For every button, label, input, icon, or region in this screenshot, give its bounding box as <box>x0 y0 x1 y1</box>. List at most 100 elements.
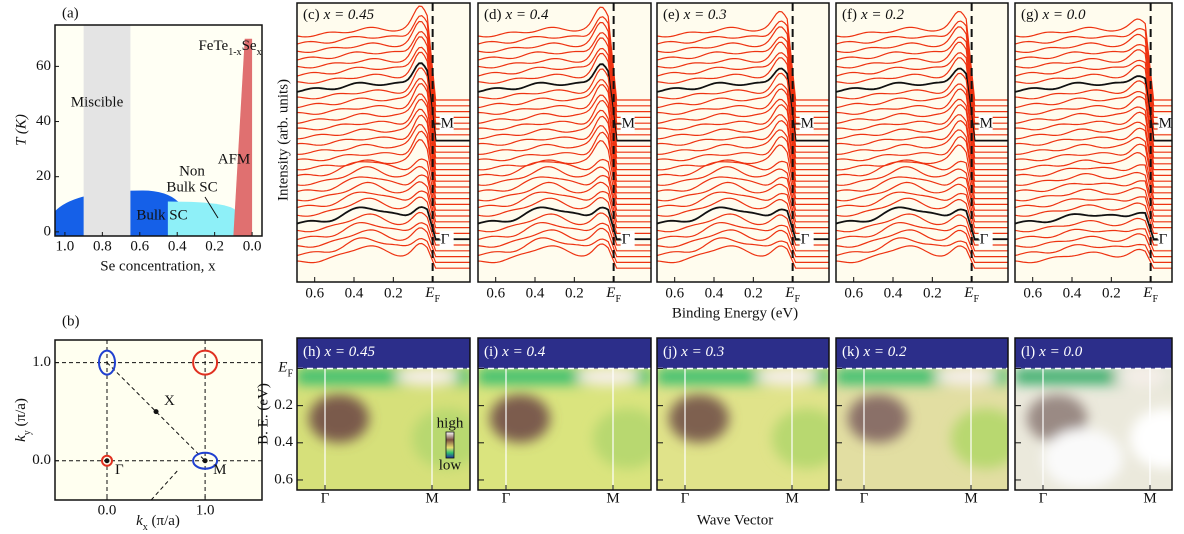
fermi-label: EF <box>424 285 440 304</box>
edc-curve <box>836 237 1008 263</box>
edc-curve <box>836 213 1008 246</box>
x-tick-label: 0.4 <box>1063 285 1082 301</box>
composition: x = 0.3 <box>680 344 724 360</box>
intensity-map <box>657 338 829 490</box>
marker-label: M <box>441 115 454 131</box>
x-tick-label: 0.2 <box>923 285 942 301</box>
x-tick-label: 0.4 <box>168 238 187 254</box>
edc-curve <box>297 30 470 118</box>
fermi-label-part: E <box>277 360 287 376</box>
x-tick-label: 0.2 <box>1102 285 1121 301</box>
edc-curve <box>297 130 470 194</box>
edc-curve <box>836 41 1008 124</box>
composition: x = 0.45 <box>323 7 375 23</box>
edc-curve <box>478 227 651 258</box>
zone-boundary <box>106 362 206 462</box>
edc-curve <box>1015 196 1172 229</box>
y-axis-label: ky (π/a) <box>13 398 32 442</box>
edc-curve <box>1015 111 1172 171</box>
map-blob <box>1130 408 1172 469</box>
edc-curve <box>1015 248 1172 269</box>
edc-curve <box>297 242 470 269</box>
plot-background <box>55 340 262 500</box>
panel-label: (i) x = 0.4 <box>484 344 546 360</box>
fermi-pocket <box>100 454 113 467</box>
x-tick-label: Γ <box>321 490 330 506</box>
edc-curve <box>478 243 651 269</box>
edc-curve <box>297 98 470 171</box>
x-tick-label: 0.2 <box>565 285 584 301</box>
edc-curve <box>1015 49 1172 124</box>
point-label: Γ <box>115 462 124 478</box>
edc-curve <box>297 174 470 217</box>
phase-region <box>233 38 253 236</box>
x-tick-label: M <box>964 490 977 506</box>
point-label: M <box>213 462 226 478</box>
edc-curve <box>657 206 829 241</box>
edc-curve <box>297 62 470 142</box>
map-features <box>836 367 1008 469</box>
edc-curve <box>836 206 1008 241</box>
edc-curve <box>478 181 651 223</box>
edc-curve <box>657 98 829 165</box>
panel-label: (g) x = 0.0 <box>1021 7 1086 23</box>
map-blob <box>1113 367 1172 386</box>
edc-curve <box>478 115 651 182</box>
fermi-label-part: F <box>434 294 440 305</box>
edc-curve <box>836 26 1008 113</box>
frame <box>835 337 1009 491</box>
colorbar <box>445 431 455 459</box>
y-tick-label: 0 <box>44 223 52 239</box>
y-axis-label: B. E. (eV) <box>255 383 271 445</box>
edc-curve <box>1015 143 1172 194</box>
map-features <box>1015 367 1172 489</box>
y-tick-label: 1.0 <box>32 354 51 370</box>
edc-curve <box>657 144 829 200</box>
panel-letter: (i) <box>484 344 498 360</box>
panel-label: (d) x = 0.4 <box>484 7 549 23</box>
edc-curve <box>297 46 470 130</box>
formula-part: x <box>257 47 262 58</box>
edc-curve <box>1015 164 1172 205</box>
edc-curve <box>297 78 470 153</box>
edc-curve <box>836 166 1008 211</box>
edc-curve <box>478 206 651 241</box>
frame <box>477 337 652 491</box>
edc-curve <box>1015 243 1172 263</box>
edc-curve <box>297 211 470 246</box>
edc-curve <box>478 37 651 124</box>
frame <box>54 339 263 501</box>
x-tick-label: 0.4 <box>526 285 545 301</box>
map-blob <box>395 367 459 386</box>
frame <box>835 2 1009 283</box>
edc-curves <box>478 6 651 269</box>
edc-curve <box>478 212 651 246</box>
y-tick-label: 40 <box>36 113 51 129</box>
panel-letter: (j) <box>663 344 677 360</box>
marker-bg <box>978 231 993 249</box>
marker-label: Γ <box>801 231 810 247</box>
region-label: Miscible <box>71 94 124 110</box>
composition: x = 0.3 <box>683 7 727 23</box>
edc-curve <box>297 114 470 182</box>
edc-curve <box>657 135 829 194</box>
frame <box>296 337 471 491</box>
label-bg <box>659 5 747 25</box>
edc-curve <box>657 52 829 130</box>
symmetry-point <box>153 409 159 415</box>
edc-curve <box>478 99 651 171</box>
edc-curve <box>836 88 1008 159</box>
point-label: X <box>164 393 175 409</box>
fermi-label-part: F <box>287 368 293 379</box>
edc-curve <box>478 158 651 205</box>
edc-curve <box>657 120 829 182</box>
fermi-label: EF <box>784 285 800 304</box>
edc-curve <box>297 190 470 229</box>
edc-curve <box>836 221 1008 252</box>
edc-curve <box>1015 202 1172 234</box>
map-blob <box>309 394 369 443</box>
frame <box>296 2 471 283</box>
edc-curve <box>478 16 651 107</box>
map-blob <box>755 367 819 386</box>
